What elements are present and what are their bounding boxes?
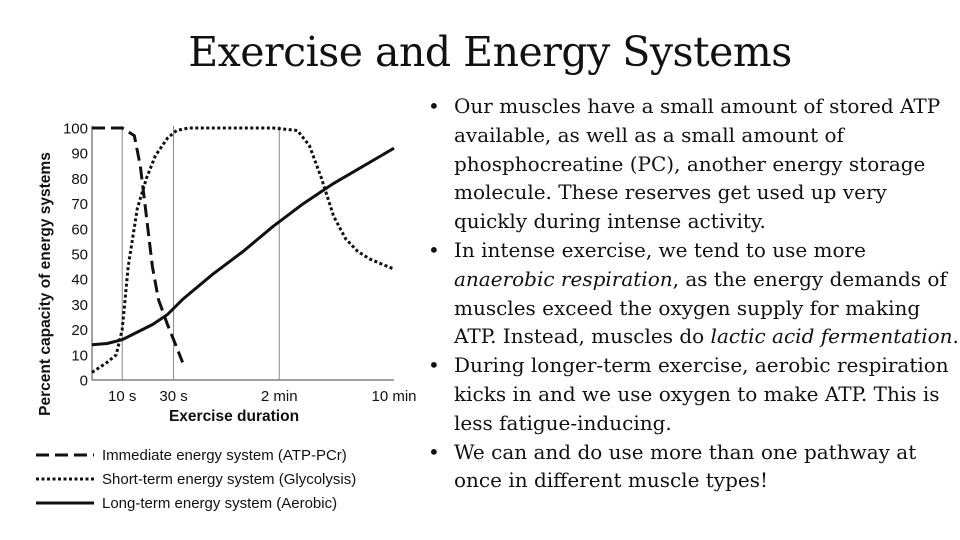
chart-legend: Immediate energy system (ATP-PCr) Short-t… bbox=[36, 447, 356, 512]
x-tick-label: 10 s bbox=[108, 388, 136, 405]
x-tick-label: 2 min bbox=[261, 388, 298, 405]
bullet-item: We can and do use more than one pathway … bbox=[424, 438, 960, 496]
bullet-emphasis: lactic acid fermentation bbox=[710, 324, 953, 349]
y-tick-label: 20 bbox=[71, 322, 88, 339]
y-axis-label: Percent capacity of energy systems bbox=[37, 152, 54, 416]
y-tick-label: 40 bbox=[71, 272, 88, 289]
bullet-item: In intense exercise, we tend to use more… bbox=[424, 236, 960, 351]
y-tick-label: 60 bbox=[71, 221, 88, 238]
legend-label: Immediate energy system (ATP-PCr) bbox=[102, 447, 347, 464]
y-tick-label: 70 bbox=[71, 196, 88, 213]
y-tick-label: 90 bbox=[71, 146, 88, 163]
y-tick-label: 0 bbox=[80, 373, 88, 390]
bullet-list: Our muscles have a small amount of store… bbox=[424, 92, 960, 495]
series-line-dashed bbox=[92, 126, 184, 363]
bullet-text: During longer-term exercise, aerobic res… bbox=[454, 353, 949, 435]
bullet-emphasis: anaerobic respiration bbox=[454, 266, 673, 291]
bullet-text: Our muscles have a small amount of store… bbox=[454, 94, 941, 234]
legend-label: Long-term energy system (Aerobic) bbox=[102, 495, 337, 512]
x-tick-label: 10 min bbox=[371, 388, 416, 405]
bullet-text: We can and do use more than one pathway … bbox=[454, 439, 917, 493]
bullet-item: During longer-term exercise, aerobic res… bbox=[424, 351, 960, 437]
series-line-dotted bbox=[91, 126, 395, 374]
y-tick-label: 80 bbox=[71, 171, 88, 188]
slide-title: Exercise and Energy Systems bbox=[188, 28, 792, 76]
x-tick-label: 30 s bbox=[159, 388, 187, 405]
bullet-marker bbox=[424, 351, 454, 380]
y-tick-label: 100 bbox=[63, 121, 88, 138]
bullet-item: Our muscles have a small amount of store… bbox=[424, 92, 960, 236]
y-tick-label: 30 bbox=[71, 297, 88, 314]
y-tick-label: 50 bbox=[71, 247, 88, 264]
y-tick-label: 10 bbox=[71, 347, 88, 364]
x-axis-label: Exercise duration bbox=[169, 408, 299, 425]
legend-label: Short-term energy system (Glycolysis) bbox=[102, 471, 356, 488]
series-line-solid bbox=[91, 146, 395, 347]
bullet-marker bbox=[424, 236, 454, 265]
bullet-text: , as the energy demands of muscles excee… bbox=[454, 266, 947, 349]
bullet-text: . bbox=[952, 324, 959, 349]
bullet-text: In intense exercise, we tend to use more bbox=[454, 237, 866, 262]
bullet-marker bbox=[424, 438, 454, 467]
energy-systems-chart: 0 10 20 30 40 50 60 70 80 90 100 10 s 30 s 2 min 10 m… bbox=[36, 121, 417, 512]
bullet-marker bbox=[424, 92, 454, 121]
